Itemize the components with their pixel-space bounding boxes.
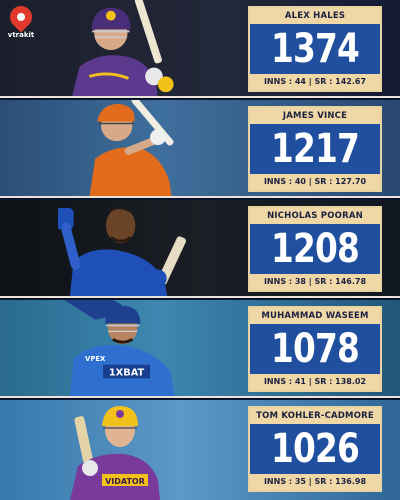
player-runs: 1374 [270,26,360,72]
player-photo-1 [58,0,248,98]
player-stats: INNS : 38 | SR : 146.78 [250,274,380,290]
player-panel-4: 1XBAT VPEX MUHAMMAD WASEEM 1078 INNS : 4… [0,300,400,398]
player-panel-5: VIDATOR TOM KOHLER-CADMORE 1026 INNS : 3… [0,400,400,500]
player-runs: 1208 [270,226,360,272]
player-name: ALEX HALES [250,8,380,24]
player-stats: INNS : 40 | SR : 127.70 [250,174,380,190]
player-name: NICHOLAS POORAN [250,208,380,224]
sponsor-text: VIDATOR [105,477,145,486]
player-panel-1: ALEX HALES 1374 INNS : 44 | SR : 142.67 [0,0,400,98]
stat-card-3: NICHOLAS POORAN 1208 INNS : 38 | SR : 14… [248,206,382,292]
brand-logo: vtrakit [5,1,37,39]
player-photo-2 [58,100,248,198]
player-runs: 1026 [270,426,360,472]
stat-card-1: ALEX HALES 1374 INNS : 44 | SR : 142.67 [248,6,382,92]
player-stats: INNS : 35 | SR : 136.98 [250,474,380,490]
player-runs: 1217 [270,126,360,172]
stat-card-4: MUHAMMAD WASEEM 1078 INNS : 41 | SR : 13… [248,306,382,392]
sponsor-text: 1XBAT [109,367,145,378]
stat-card-2: JAMES VINCE 1217 INNS : 40 | SR : 127.70 [248,106,382,192]
player-photo-3 [58,200,248,298]
sponsor-text-2: VPEX [85,355,106,363]
player-name: JAMES VINCE [250,108,380,124]
brand-mark-icon [5,1,37,33]
player-photo-5: VIDATOR [58,400,248,500]
brand-logo-text: vtrakit [7,31,35,39]
player-panel-3: NICHOLAS POORAN 1208 INNS : 38 | SR : 14… [0,200,400,298]
player-name: TOM KOHLER-CADMORE [250,408,380,424]
stat-card-5: TOM KOHLER-CADMORE 1026 INNS : 35 | SR :… [248,406,382,492]
player-panel-2: JAMES VINCE 1217 INNS : 40 | SR : 127.70 [0,100,400,198]
player-stats: INNS : 41 | SR : 138.02 [250,374,380,390]
player-name: MUHAMMAD WASEEM [250,308,380,324]
player-stats: INNS : 44 | SR : 142.67 [250,74,380,90]
player-runs: 1078 [270,326,360,372]
player-photo-4: 1XBAT VPEX [58,300,248,398]
